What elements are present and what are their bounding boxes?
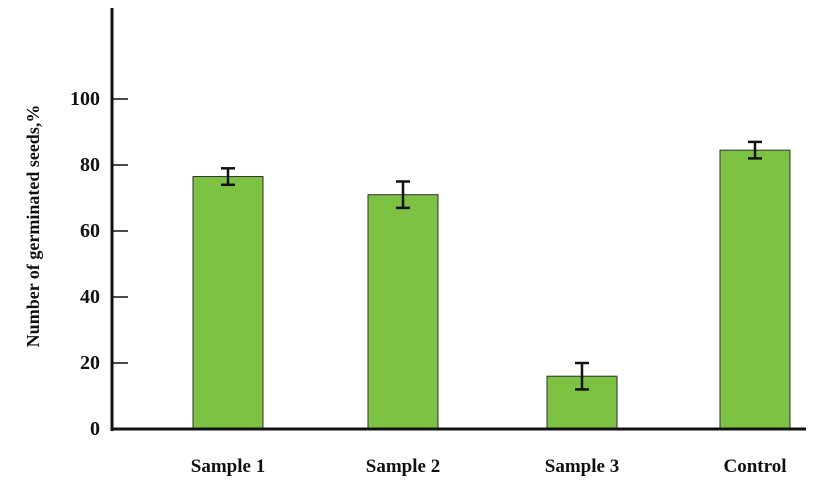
x-tick-label: Sample 1: [191, 456, 265, 477]
y-tick-label: 0: [90, 418, 100, 440]
x-tick-label: Sample 2: [366, 456, 440, 477]
bar: [192, 176, 264, 430]
bar: [367, 194, 439, 430]
bars: [192, 149, 791, 430]
y-axis-group: 0 20 40 60 80 100: [70, 8, 128, 440]
error-bar: [748, 140, 762, 160]
y-tick-label: 60: [80, 220, 100, 242]
y-ticks: 0 20 40 60 80 100: [70, 88, 128, 440]
error-bar: [575, 361, 589, 391]
x-tick-labels: Sample 1 Sample 2 Sample 3 Control: [191, 456, 787, 477]
y-axis-label: Number of germinated seeds,%: [23, 105, 43, 348]
error-bar: [221, 167, 235, 187]
bar: [719, 149, 791, 430]
x-tick-label: Control: [724, 456, 787, 477]
y-tick-label: 20: [80, 352, 100, 374]
y-tick-label: 80: [80, 154, 100, 176]
x-tick-label: Sample 3: [545, 456, 619, 477]
error-bar: [396, 180, 410, 210]
y-tick-label: 40: [80, 286, 100, 308]
y-tick-label: 100: [70, 88, 100, 110]
error-bars: [221, 140, 762, 391]
